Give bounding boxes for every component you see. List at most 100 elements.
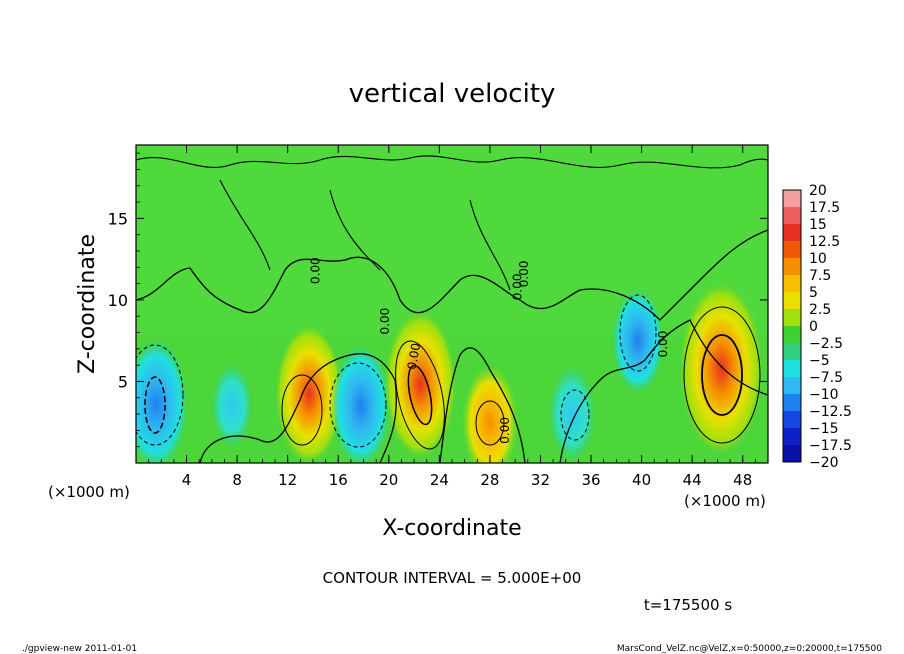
colorbar-label-15: −17.5 (809, 438, 852, 454)
colorbar-segment-4 (783, 258, 801, 276)
colorbar-segment-0 (783, 190, 801, 208)
colorbar-frame (782, 189, 802, 463)
colorbar-segment-9 (783, 343, 801, 361)
upper-field (136, 145, 768, 335)
velocity-blobs (136, 281, 764, 463)
contour-label-0: 0.00 (308, 257, 322, 284)
x-tick-label-4: 20 (379, 471, 398, 489)
x-tick-label-0: 4 (182, 471, 192, 489)
contour-label-6: 0.00 (498, 417, 512, 444)
x-tick-label-3: 16 (329, 471, 348, 489)
colorbar-segment-7 (783, 309, 801, 327)
colorbar-segment-12 (783, 394, 801, 412)
colorbar-label-6: 5 (809, 285, 818, 301)
footer-left: ./gpview-new 2011-01-01 (22, 644, 137, 654)
x-tick-label-7: 32 (531, 471, 550, 489)
x-tick-label-9: 40 (632, 471, 651, 489)
colorbar (782, 189, 802, 463)
zero-contour-line (199, 353, 397, 463)
zero-contour-line (136, 229, 768, 321)
colorbar-label-14: −15 (809, 421, 839, 437)
x-tick-label-6: 28 (480, 471, 499, 489)
velocity-blob-7 (611, 287, 664, 394)
contour-interval-label: CONTOUR INTERVAL = 5.000E+00 (323, 569, 582, 587)
x-tick-label-5: 24 (430, 471, 449, 489)
y-tick-label-2: 15 (108, 209, 128, 228)
colorbar-label-16: −20 (809, 455, 839, 471)
zero-contour-line (219, 179, 511, 291)
colorbar-label-4: 10 (809, 251, 827, 267)
colorbar-label-7: 2.5 (809, 302, 831, 318)
x-ticks: 4 8 12 16 20 24 28 32 36 40 44 48 (148, 145, 756, 489)
colorbar-segment-15 (783, 445, 801, 463)
y-tick-label-1: 10 (108, 291, 128, 310)
colorbar-segment-13 (783, 411, 801, 429)
x-unit-right: (×1000 m) (684, 492, 766, 510)
chart-title: vertical velocity (349, 79, 556, 109)
colorbar-label-1: 17.5 (809, 200, 840, 216)
dashed-contour (619, 294, 657, 372)
plot-area (136, 145, 768, 463)
time-label: t=175500 s (644, 596, 732, 614)
x-tick-label-10: 44 (683, 471, 702, 489)
contour-label-3: 0.00 (511, 274, 525, 301)
footer-right: MarsCond_VelZ.nc@VelZ,x=0:50000,z=0:2000… (617, 644, 882, 654)
x-axis-label: X-coordinate (382, 516, 521, 541)
contour-label-4: 0.00 (517, 260, 531, 287)
colorbar-label-8: 0 (809, 319, 818, 335)
colorbar-label-11: −7.5 (809, 370, 843, 386)
colorbar-segment-8 (783, 326, 801, 344)
dashed-contour (144, 376, 166, 434)
velocity-blob-0 (136, 338, 189, 463)
contour-labels: 0.000.000.000.000.000.000.00 (308, 257, 670, 444)
colorbar-segment-11 (783, 377, 801, 395)
x-tick-label-11: 48 (733, 471, 752, 489)
x-tick-label-8: 36 (581, 471, 600, 489)
colorbar-segment-2 (783, 224, 801, 242)
contour-label-1: 0.00 (378, 308, 392, 335)
x-unit-left: (×1000 m) (48, 483, 130, 501)
dashed-contour (560, 389, 590, 441)
colorbar-segment-3 (783, 241, 801, 259)
velocity-blob-4 (384, 310, 457, 459)
velocity-blob-1 (211, 363, 254, 449)
positive-contour (701, 334, 743, 416)
y-tick-label-0: 5 (118, 372, 128, 391)
colorbar-segment-1 (783, 207, 801, 225)
colorbar-segment-6 (783, 292, 801, 310)
contour-label-2: 0.00 (405, 342, 423, 371)
dashed-contour (136, 344, 184, 446)
colorbar-label-10: −5 (809, 353, 830, 369)
zero-contour-line (136, 155, 768, 169)
positive-contour (281, 374, 323, 446)
y-axis-label: Z-coordinate (75, 234, 100, 374)
zero-contour-line (439, 347, 526, 463)
positive-contour (475, 400, 505, 446)
velocity-blob-6 (548, 365, 597, 463)
colorbar-label-0: 20 (809, 183, 827, 199)
colorbar-labels: 2017.51512.5107.552.50−2.5−5−7.5−10−12.5… (809, 183, 852, 471)
velocity-blob-3 (331, 344, 391, 463)
colorbar-label-12: −10 (809, 387, 839, 403)
velocity-blob-5 (461, 364, 518, 463)
x-tick-label-1: 8 (232, 471, 242, 489)
positive-contour (683, 306, 761, 444)
positive-contour (407, 364, 433, 426)
colorbar-label-3: 12.5 (809, 234, 840, 250)
velocity-blob-8 (679, 281, 764, 456)
colorbar-segment-10 (783, 360, 801, 378)
positive-contour (395, 340, 445, 450)
colorbar-segment-14 (783, 428, 801, 446)
dashed-contour (329, 362, 387, 448)
zero-contour-line (559, 319, 768, 463)
contour-label-5: 0.00 (656, 331, 670, 358)
colorbar-label-9: −2.5 (809, 336, 843, 352)
colorbar-label-2: 15 (809, 217, 827, 233)
y-ticks: 5 10 15 (108, 152, 768, 448)
velocity-blob-2 (275, 324, 344, 463)
colorbar-label-5: 7.5 (809, 268, 831, 284)
colorbar-segment-5 (783, 275, 801, 293)
colorbar-label-13: −12.5 (809, 404, 852, 420)
x-tick-label-2: 12 (278, 471, 297, 489)
